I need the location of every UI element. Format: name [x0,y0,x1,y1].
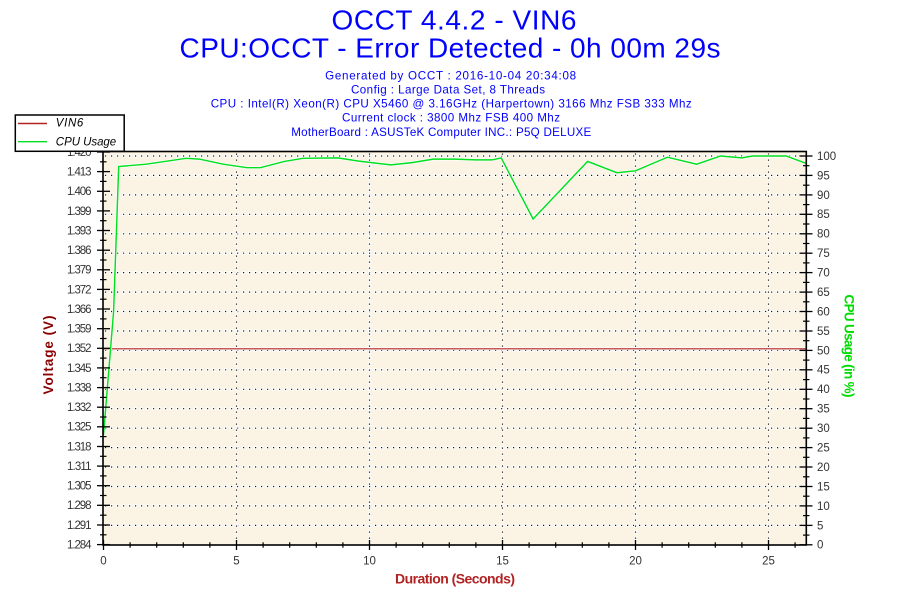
svg-text:70: 70 [817,268,830,280]
svg-text:1.352: 1.352 [67,343,92,355]
svg-text:40: 40 [817,384,830,396]
svg-text:Config : Large Data Set, 8 Thr: Config : Large Data Set, 8 Threads [351,83,545,96]
svg-text:1.366: 1.366 [67,304,92,316]
svg-text:CPU Usage (in %): CPU Usage (in %) [842,295,857,398]
svg-text:15: 15 [496,555,509,567]
svg-text:20: 20 [629,555,642,567]
svg-text:5: 5 [233,555,239,567]
svg-text:80: 80 [817,229,830,241]
svg-text:1.291: 1.291 [67,520,92,532]
svg-text:1.298: 1.298 [67,500,92,512]
svg-text:1.386: 1.386 [67,245,92,257]
svg-text:60: 60 [817,306,830,318]
svg-text:25: 25 [817,443,830,455]
svg-text:Voltage (V): Voltage (V) [41,316,56,395]
svg-text:1.393: 1.393 [67,225,92,237]
svg-text:OCCT 4.4.2 - VIN6: OCCT 4.4.2 - VIN6 [332,5,577,36]
svg-text:50: 50 [817,345,830,357]
svg-text:10: 10 [817,501,830,513]
svg-text:1.359: 1.359 [67,324,92,336]
svg-text:90: 90 [817,190,830,202]
svg-text:55: 55 [817,326,830,338]
svg-text:75: 75 [817,248,830,260]
svg-text:1.372: 1.372 [67,284,92,296]
svg-text:1.406: 1.406 [67,186,92,198]
svg-text:Generated by OCCT : 2016-10-04: Generated by OCCT : 2016-10-04 20:34:08 [325,70,576,83]
svg-text:25: 25 [762,555,775,567]
svg-text:1.305: 1.305 [67,481,92,493]
svg-text:45: 45 [817,365,830,377]
svg-text:VIN6: VIN6 [56,117,84,129]
svg-text:CPU:OCCT - Error Detected - 0h: CPU:OCCT - Error Detected - 0h 00m 29s [180,33,721,64]
svg-text:1.318: 1.318 [67,441,92,453]
svg-text:1.379: 1.379 [67,265,92,277]
svg-text:10: 10 [363,555,376,567]
svg-text:1.311: 1.311 [67,461,92,473]
svg-text:1.345: 1.345 [67,363,92,375]
svg-text:1.413: 1.413 [67,167,92,179]
svg-text:0: 0 [817,540,823,552]
svg-text:Current clock : 3800 Mhz FSB 4: Current clock : 3800 Mhz FSB 400 Mhz [342,112,560,125]
svg-text:30: 30 [817,423,830,435]
svg-text:20: 20 [817,462,830,474]
svg-text:Duration (Seconds): Duration (Seconds) [395,571,515,587]
svg-text:5: 5 [817,520,823,532]
svg-text:1.332: 1.332 [67,402,92,414]
svg-text:CPU : Intel(R) Xeon(R) CPU X54: CPU : Intel(R) Xeon(R) CPU X5460 @ 3.16G… [211,98,692,111]
svg-text:1.399: 1.399 [67,206,92,218]
svg-text:35: 35 [817,404,830,416]
svg-text:0: 0 [100,555,106,567]
svg-text:1.325: 1.325 [67,422,92,434]
svg-text:15: 15 [817,481,830,493]
svg-text:CPU Usage: CPU Usage [56,136,116,148]
svg-text:85: 85 [817,209,830,221]
svg-text:1.284: 1.284 [67,540,92,552]
svg-text:MotherBoard : ASUSTeK Computer: MotherBoard : ASUSTeK Computer INC.: P5Q… [291,126,591,139]
svg-text:65: 65 [817,287,830,299]
svg-text:100: 100 [817,151,836,163]
svg-text:95: 95 [817,170,830,182]
svg-text:1.338: 1.338 [67,383,92,395]
